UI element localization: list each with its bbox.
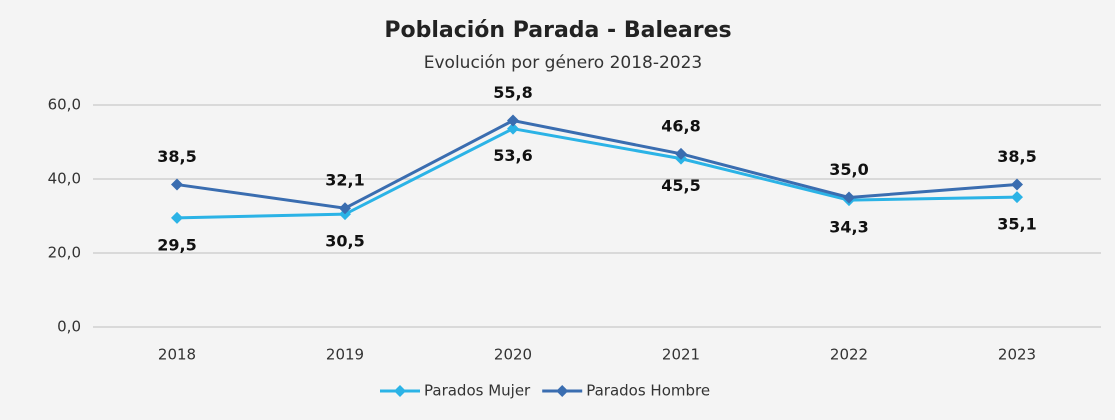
legend-label: Parados Hombre bbox=[586, 382, 710, 400]
data-label: 38,5 bbox=[997, 147, 1036, 166]
data-label: 32,1 bbox=[325, 171, 364, 190]
y-tick-label: 20,0 bbox=[48, 244, 81, 262]
point bbox=[1011, 191, 1023, 204]
point bbox=[171, 178, 183, 191]
data-label: 29,5 bbox=[157, 235, 196, 254]
data-label: 35,0 bbox=[829, 160, 868, 179]
data-label: 53,6 bbox=[493, 146, 532, 165]
point bbox=[675, 147, 687, 160]
x-tick-label: 2020 bbox=[494, 346, 532, 364]
y-tick-label: 40,0 bbox=[48, 170, 81, 188]
point bbox=[507, 114, 519, 127]
data-label: 30,5 bbox=[325, 232, 364, 251]
y-tick-label: 0,0 bbox=[57, 318, 81, 336]
data-label: 45,5 bbox=[661, 176, 700, 195]
legend-marker bbox=[556, 385, 569, 397]
point bbox=[507, 122, 519, 135]
x-tick-label: 2019 bbox=[326, 346, 364, 364]
y-tick-label: 60,0 bbox=[48, 96, 81, 114]
x-tick-label: 2021 bbox=[662, 346, 700, 364]
x-tick-label: 2018 bbox=[158, 346, 196, 364]
point bbox=[171, 211, 183, 224]
point bbox=[1011, 178, 1023, 191]
data-label: 55,8 bbox=[493, 83, 532, 102]
data-label: 34,3 bbox=[829, 218, 868, 237]
chart-title: Población Parada - Baleares bbox=[384, 18, 731, 43]
x-tick-label: 2022 bbox=[830, 346, 868, 364]
data-label: 46,8 bbox=[661, 116, 700, 135]
series-line bbox=[176, 118, 1018, 210]
data-label: 35,1 bbox=[997, 215, 1036, 234]
legend-marker bbox=[394, 385, 406, 397]
data-label: 38,5 bbox=[157, 147, 196, 166]
point bbox=[843, 191, 855, 204]
legend-label: Parados Mujer bbox=[424, 382, 531, 400]
chart-subtitle: Evolución por género 2018-2023 bbox=[424, 53, 703, 73]
point bbox=[339, 202, 351, 215]
x-tick-label: 2023 bbox=[998, 346, 1036, 364]
series-line bbox=[176, 127, 1018, 220]
